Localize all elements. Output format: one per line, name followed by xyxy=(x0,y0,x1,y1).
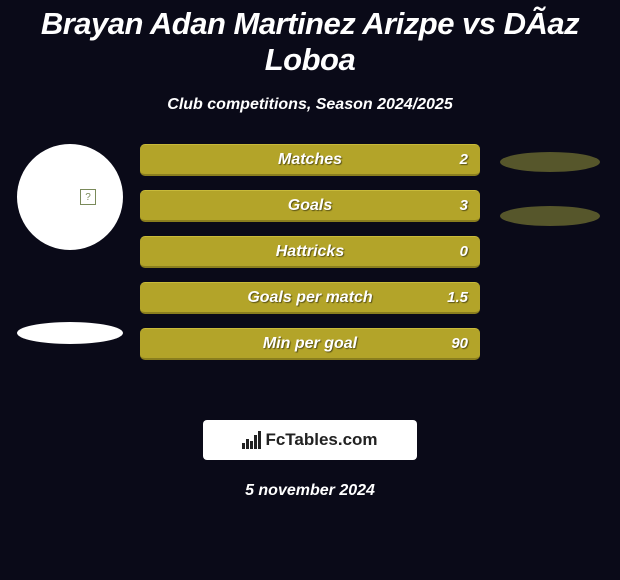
stat-label: Matches xyxy=(278,151,342,169)
player-right-shadow-top xyxy=(500,152,600,172)
stat-label: Goals per match xyxy=(247,289,372,307)
stats-bars: Matches 2 Goals 3 Hattricks 0 Goals per … xyxy=(140,144,480,374)
stat-row-goals-per-match: Goals per match 1.5 xyxy=(140,282,480,314)
stat-value: 0 xyxy=(460,243,468,260)
player-left-column: ? xyxy=(10,144,130,344)
player-left-avatar: ? xyxy=(17,144,123,250)
stat-label: Min per goal xyxy=(263,335,357,353)
stat-value: 90 xyxy=(451,335,468,352)
content-area: ? Matches 2 Goals 3 Hattricks 0 Goals pe… xyxy=(0,144,620,404)
stat-value: 1.5 xyxy=(447,289,468,306)
stat-label: Hattricks xyxy=(276,243,344,261)
stat-row-goals: Goals 3 xyxy=(140,190,480,222)
bar-chart-icon xyxy=(242,431,261,449)
player-right-shadow-bottom xyxy=(500,206,600,226)
stat-value: 2 xyxy=(460,151,468,168)
fctables-logo-box: FcTables.com xyxy=(203,420,417,460)
image-placeholder-icon: ? xyxy=(80,189,96,205)
stat-label: Goals xyxy=(288,197,332,215)
snapshot-date: 5 november 2024 xyxy=(0,482,620,500)
stat-row-hattricks: Hattricks 0 xyxy=(140,236,480,268)
stat-row-min-per-goal: Min per goal 90 xyxy=(140,328,480,360)
comparison-title: Brayan Adan Martinez Arizpe vs DÃ­az Lob… xyxy=(0,0,620,78)
player-left-shadow xyxy=(17,322,123,344)
comparison-subtitle: Club competitions, Season 2024/2025 xyxy=(0,96,620,114)
stat-row-matches: Matches 2 xyxy=(140,144,480,176)
fctables-logo-text: FcTables.com xyxy=(265,430,377,450)
stat-value: 3 xyxy=(460,197,468,214)
player-right-column xyxy=(490,144,610,226)
